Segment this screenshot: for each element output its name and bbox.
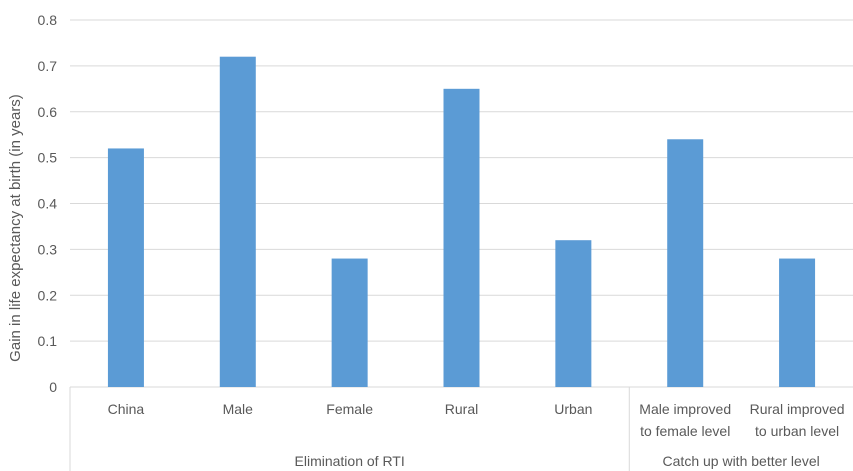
category-label: Rural — [445, 401, 478, 417]
bar — [443, 88, 480, 387]
y-tick-label: 0.5 — [38, 150, 58, 166]
group-label: Catch up with better level — [663, 453, 820, 469]
group-labels: Elimination of RTI Catch up with better l… — [295, 453, 820, 469]
y-tick-label: 0.3 — [38, 241, 58, 257]
y-tick-label: 0.7 — [38, 58, 58, 74]
category-label: China — [108, 401, 145, 417]
group-label: Elimination of RTI — [295, 453, 405, 469]
bar — [555, 240, 592, 387]
bars — [107, 56, 816, 387]
category-label: Male improved — [639, 401, 731, 417]
category-labels: China Male Female Rural Urban Male improved to… — [108, 401, 845, 439]
category-label-line2: to urban level — [755, 423, 839, 439]
category-axis-lines — [69, 387, 630, 471]
y-tick-labels: 0 0.1 0.2 0.3 0.4 0.5 0.6 0.7 0.8 — [38, 12, 58, 395]
y-tick-label: 0.1 — [38, 333, 58, 349]
bar — [779, 258, 816, 387]
bar — [667, 139, 704, 387]
bar — [331, 258, 368, 387]
y-tick-label: 0 — [49, 379, 57, 395]
bar — [107, 148, 144, 387]
category-label: Male — [223, 401, 254, 417]
category-label: Female — [326, 401, 373, 417]
y-axis-title: Gain in life expectancy at birth (in yea… — [7, 94, 24, 362]
y-tick-label: 0.8 — [38, 12, 58, 28]
y-tick-label: 0.2 — [38, 287, 58, 303]
y-tick-label: 0.4 — [38, 196, 58, 212]
y-tick-label: 0.6 — [38, 104, 58, 120]
category-label-line2: to female level — [640, 423, 730, 439]
category-label: Rural improved — [750, 401, 845, 417]
category-label: Urban — [554, 401, 592, 417]
bar — [219, 56, 256, 387]
